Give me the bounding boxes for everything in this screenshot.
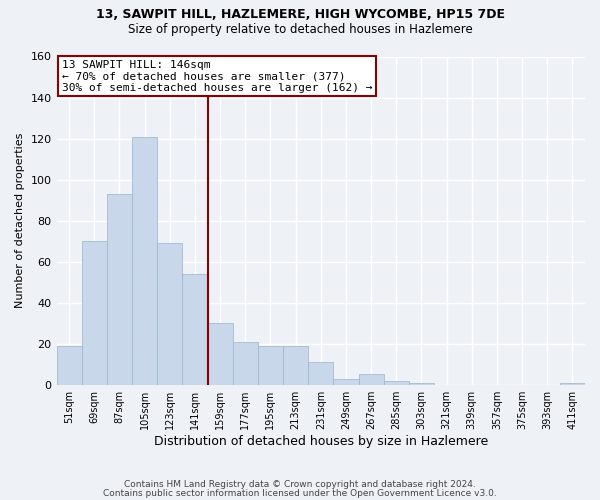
Text: Size of property relative to detached houses in Hazlemere: Size of property relative to detached ho… xyxy=(128,22,472,36)
Bar xyxy=(132,136,157,384)
Bar xyxy=(82,241,107,384)
Bar xyxy=(308,362,334,384)
Bar xyxy=(409,382,434,384)
Bar xyxy=(157,243,182,384)
Text: Contains HM Land Registry data © Crown copyright and database right 2024.: Contains HM Land Registry data © Crown c… xyxy=(124,480,476,489)
Bar xyxy=(208,323,233,384)
Bar xyxy=(233,342,258,384)
Text: Contains public sector information licensed under the Open Government Licence v3: Contains public sector information licen… xyxy=(103,489,497,498)
X-axis label: Distribution of detached houses by size in Hazlemere: Distribution of detached houses by size … xyxy=(154,434,488,448)
Text: 13, SAWPIT HILL, HAZLEMERE, HIGH WYCOMBE, HP15 7DE: 13, SAWPIT HILL, HAZLEMERE, HIGH WYCOMBE… xyxy=(95,8,505,20)
Bar xyxy=(334,378,359,384)
Bar xyxy=(560,382,585,384)
Bar xyxy=(258,346,283,385)
Bar xyxy=(107,194,132,384)
Bar xyxy=(182,274,208,384)
Bar xyxy=(56,346,82,385)
Text: 13 SAWPIT HILL: 146sqm
← 70% of detached houses are smaller (377)
30% of semi-de: 13 SAWPIT HILL: 146sqm ← 70% of detached… xyxy=(62,60,373,93)
Bar xyxy=(383,380,409,384)
Bar xyxy=(283,346,308,385)
Y-axis label: Number of detached properties: Number of detached properties xyxy=(15,133,25,308)
Bar xyxy=(359,374,383,384)
